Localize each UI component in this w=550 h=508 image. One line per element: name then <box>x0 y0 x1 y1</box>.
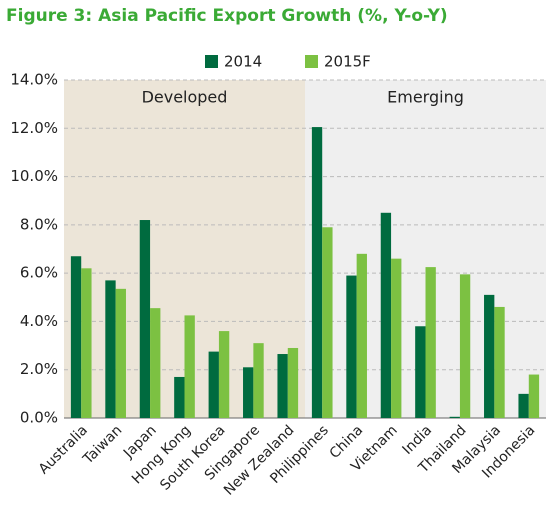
bar <box>287 347 299 418</box>
legend-swatch <box>305 55 318 68</box>
y-tick-label: 2.0% <box>20 360 58 378</box>
group-label: Emerging <box>387 88 464 107</box>
bar <box>380 212 392 418</box>
bar <box>494 306 505 418</box>
bar <box>218 331 230 418</box>
x-tick-label: Taiwan <box>80 422 126 468</box>
bar <box>105 280 116 418</box>
y-tick-label: 12.0% <box>10 119 58 137</box>
bar <box>174 376 185 418</box>
bar <box>243 367 254 418</box>
bar <box>528 374 540 418</box>
bar <box>391 258 402 418</box>
y-tick-label: 6.0% <box>20 264 58 282</box>
bar <box>322 227 333 418</box>
legend-label: 2014 <box>224 53 262 71</box>
bar <box>139 220 151 418</box>
bar <box>459 274 471 418</box>
bar <box>70 256 82 418</box>
bar <box>253 343 264 418</box>
bar <box>346 275 357 418</box>
bar <box>150 308 161 418</box>
y-tick-label: 0.0% <box>20 409 58 427</box>
bar <box>311 127 323 418</box>
bar <box>356 253 367 418</box>
bar <box>415 326 426 418</box>
legend-swatch <box>205 55 218 68</box>
y-tick-label: 10.0% <box>10 167 58 185</box>
bar <box>449 416 460 418</box>
x-tick-label: Australia <box>36 422 91 477</box>
group-label: Developed <box>142 88 228 107</box>
bar <box>184 315 195 418</box>
y-tick-label: 4.0% <box>20 312 58 330</box>
bar <box>484 294 495 418</box>
bar <box>425 267 436 418</box>
y-tick-label: 14.0% <box>10 71 58 89</box>
legend-label: 2015F <box>324 53 371 71</box>
bar <box>81 268 92 418</box>
chart-title: Figure 3: Asia Pacific Export Growth (%,… <box>6 6 448 26</box>
y-tick-label: 8.0% <box>20 215 58 233</box>
bar <box>208 351 219 418</box>
bar <box>518 393 529 418</box>
bar <box>115 288 126 418</box>
bar <box>277 354 288 418</box>
